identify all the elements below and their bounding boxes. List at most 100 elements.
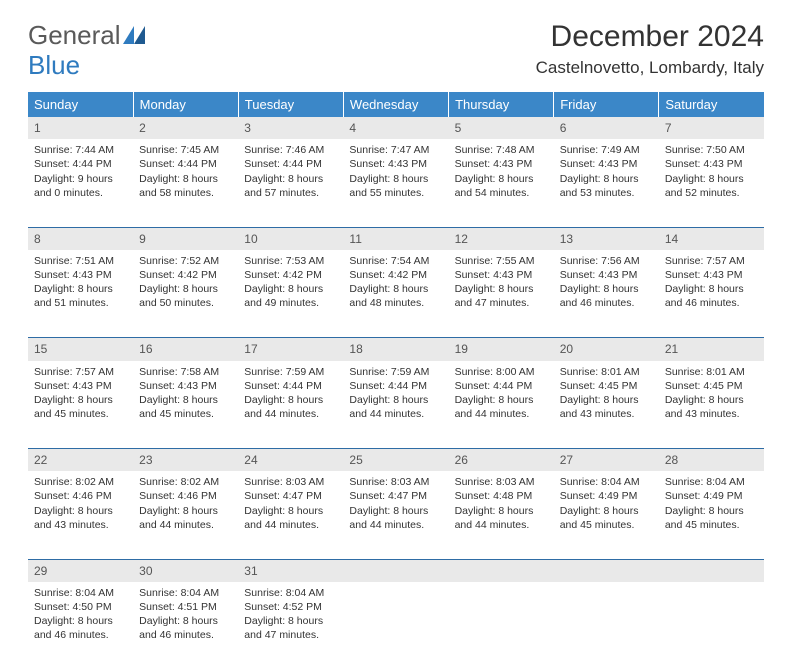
sunset-text: Sunset: 4:44 PM [139,157,232,171]
daylight-text: Daylight: 8 hours [244,504,337,518]
day-cell: Sunrise: 8:04 AMSunset: 4:52 PMDaylight:… [238,582,343,670]
sunrise-text: Sunrise: 7:59 AM [244,365,337,379]
daylight-text-2: and 48 minutes. [349,296,442,310]
day-number: 17 [238,338,343,361]
sunrise-text: Sunrise: 8:04 AM [244,586,337,600]
logo-text-2: Blue [28,50,80,81]
daylight-text-2: and 57 minutes. [244,186,337,200]
day-cell: Sunrise: 8:04 AMSunset: 4:51 PMDaylight:… [133,582,238,670]
daylight-text: Daylight: 8 hours [244,282,337,296]
day-cell [659,582,764,670]
day-content-row: Sunrise: 8:04 AM Sunset: 4:50 PMDaylight:… [28,582,764,670]
day-number: 11 [343,227,448,250]
daylight-text-2: and 44 minutes. [244,407,337,421]
sunset-text: Sunset: 4:50 PM [34,600,127,614]
day-number: 7 [659,117,764,139]
day-cell: Sunrise: 7:49 AMSunset: 4:43 PMDaylight:… [554,139,659,227]
day-number: 9 [133,227,238,250]
day-cell: Sunrise: 7:50 AMSunset: 4:43 PMDaylight:… [659,139,764,227]
daylight-text-2: and 44 minutes. [349,518,442,532]
sunset-text: Sunset: 4:52 PM [244,600,337,614]
sunrise-text: Sunrise: 8:01 AM [665,365,758,379]
day-cell: Sunrise: 7:45 AMSunset: 4:44 PMDaylight:… [133,139,238,227]
daylight-text: Daylight: 8 hours [665,282,758,296]
daylight-text-2: and 51 minutes. [34,296,127,310]
day-header: Tuesday [238,92,343,117]
day-number: 29 [28,559,133,582]
calendar-body: 1234567Sunrise: 7:44 AMSunset: 4:44 PMDa… [28,117,764,670]
sunrise-text: Sunrise: 7:47 AM [349,143,442,157]
sunrise-text: Sunrise: 8:01 AM [560,365,653,379]
calendar-head: SundayMondayTuesdayWednesdayThursdayFrid… [28,92,764,117]
sunrise-text: Sunrise: 8:00 AM [455,365,548,379]
daylight-text-2: and 45 minutes. [665,518,758,532]
sunset-text: Sunset: 4:46 PM [34,489,127,503]
sunset-text: Sunset: 4:42 PM [244,268,337,282]
sunrise-text: Sunrise: 7:49 AM [560,143,653,157]
daylight-text-2: and 44 minutes. [244,518,337,532]
day-number: 31 [238,559,343,582]
sunset-text: Sunset: 4:43 PM [560,157,653,171]
daylight-text-2: and 54 minutes. [455,186,548,200]
daylight-text: Daylight: 9 hours [34,172,127,186]
daylight-text: Daylight: 8 hours [560,393,653,407]
day-cell [449,582,554,670]
daylight-text-2: and 47 minutes. [244,628,337,642]
day-number-row: 1234567 [28,117,764,139]
daylight-text-2: and 44 minutes. [455,407,548,421]
sunset-text: Sunset: 4:44 PM [349,379,442,393]
day-cell: Sunrise: 7:44 AMSunset: 4:44 PMDaylight:… [28,139,133,227]
sunrise-text: Sunrise: 7:51 AM [34,254,127,268]
day-number: 26 [449,449,554,472]
sunset-text: Sunset: 4:45 PM [560,379,653,393]
daylight-text-2: and 50 minutes. [139,296,232,310]
sunrise-text: Sunrise: 7:48 AM [455,143,548,157]
day-cell: Sunrise: 8:04 AMSunset: 4:49 PMDaylight:… [659,471,764,559]
day-number [659,559,764,582]
sunset-text: Sunset: 4:43 PM [34,379,127,393]
sunset-text: Sunset: 4:44 PM [244,157,337,171]
day-header: Monday [133,92,238,117]
sunrise-text: Sunrise: 7:54 AM [349,254,442,268]
day-number-row: 293031 [28,559,764,582]
daylight-text-2: and 44 minutes. [139,518,232,532]
day-number: 24 [238,449,343,472]
daylight-text-2: and 55 minutes. [349,186,442,200]
daylight-text: Daylight: 8 hours [560,172,653,186]
daylight-text: Daylight: 8 hours [349,504,442,518]
sunrise-text: Sunrise: 8:04 AM [139,586,232,600]
sunrise-text: Sunrise: 8:04 AM [665,475,758,489]
daylight-text: Daylight: 8 hours [665,172,758,186]
day-number: 22 [28,449,133,472]
day-header: Sunday [28,92,133,117]
day-number [343,559,448,582]
sunset-text: Sunset: 4:43 PM [34,268,127,282]
daylight-text-2: and 45 minutes. [139,407,232,421]
day-number [449,559,554,582]
day-number: 30 [133,559,238,582]
sunset-text: Sunset: 4:42 PM [349,268,442,282]
sunrise-text: Sunrise: 7:57 AM [34,365,127,379]
day-number: 16 [133,338,238,361]
daylight-text: Daylight: 8 hours [244,172,337,186]
day-number: 13 [554,227,659,250]
sunrise-text: Sunrise: 7:55 AM [455,254,548,268]
daylight-text: Daylight: 8 hours [349,282,442,296]
daylight-text: Daylight: 8 hours [139,282,232,296]
sunrise-text: Sunrise: 7:59 AM [349,365,442,379]
day-cell: Sunrise: 7:46 AMSunset: 4:44 PMDaylight:… [238,139,343,227]
sunset-text: Sunset: 4:45 PM [665,379,758,393]
sunrise-text: Sunrise: 7:56 AM [560,254,653,268]
day-header: Friday [554,92,659,117]
daylight-text: Daylight: 8 hours [349,172,442,186]
day-number: 18 [343,338,448,361]
day-number: 15 [28,338,133,361]
daylight-text: Daylight: 8 hours [34,614,127,628]
daylight-text: Daylight: 8 hours [455,282,548,296]
sunset-text: Sunset: 4:51 PM [139,600,232,614]
day-number: 25 [343,449,448,472]
daylight-text: Daylight: 8 hours [139,393,232,407]
daylight-text: Daylight: 8 hours [349,393,442,407]
sunset-text: Sunset: 4:47 PM [349,489,442,503]
sunset-text: Sunset: 4:43 PM [455,157,548,171]
